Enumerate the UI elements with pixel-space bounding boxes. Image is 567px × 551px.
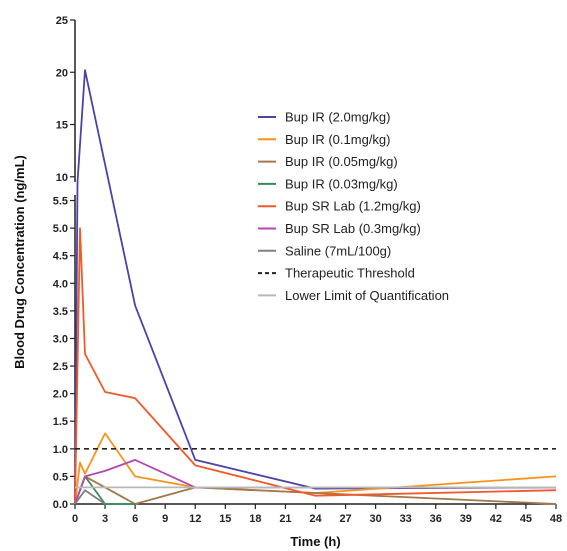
y-tick-label: 3.5 (53, 306, 68, 318)
axes: 0.0 0.5 1.0 1.5 2.0 2.5 3.0 3.5 4.0 4.5 5.0 5.5 10 15… (53, 15, 562, 525)
y-tick-label: 0.5 (53, 471, 68, 483)
x-tick-label: 27 (339, 513, 351, 525)
x-tick-label: 45 (520, 513, 532, 525)
y-tick-label: 5.0 (53, 223, 68, 235)
x-tick-label: 36 (430, 513, 442, 525)
y-tick-label: 5.5 (53, 196, 68, 208)
series-layer (74, 69, 557, 505)
legend-label: Bup IR (0.05mg/kg) (285, 154, 398, 169)
x-tick-label: 15 (219, 513, 231, 525)
x-tick-label: 48 (550, 513, 562, 525)
y-tick-label: 15 (56, 120, 68, 132)
y-tick-label: 4.0 (53, 278, 68, 290)
legend-label: Therapeutic Threshold (285, 266, 415, 281)
legend-label: Bup IR (0.1mg/kg) (285, 132, 391, 147)
legend-label: Bup SR Lab (1.2mg/kg) (285, 199, 421, 214)
legend-label: Bup SR Lab (0.3mg/kg) (285, 221, 421, 236)
y-tick-label: 10 (56, 172, 68, 184)
series-line-0 (74, 69, 557, 505)
x-tick-label: 30 (370, 513, 382, 525)
legend-label: Saline (7mL/100g) (285, 243, 391, 258)
x-tick-label: 39 (460, 513, 472, 525)
y-tick-label: 2.5 (53, 361, 68, 373)
y-tick-label: 2.0 (53, 389, 68, 401)
x-axis-title: Time (h) (290, 534, 340, 549)
legend-label: Bup IR (0.03mg/kg) (285, 176, 398, 191)
legend: Bup IR (2.0mg/kg) Bup IR (0.1mg/kg) Bup IR… (258, 110, 449, 303)
x-tick-label: 21 (279, 513, 291, 525)
x-tick-label: 24 (309, 513, 322, 525)
x-tick-label: 12 (189, 513, 201, 525)
y-tick-label: 20 (56, 67, 68, 79)
legend-label: Bup IR (2.0mg/kg) (285, 110, 391, 125)
y-tick-label: 0.0 (53, 499, 68, 511)
x-tick-label: 6 (132, 513, 138, 525)
y-tick-label: 1.5 (53, 416, 68, 428)
x-tick-label: 33 (400, 513, 412, 525)
x-tick-label: 42 (490, 513, 502, 525)
y-tick-label: 25 (56, 15, 68, 27)
legend-label: Lower Limit of Quantification (285, 288, 449, 303)
x-tick-label: 0 (72, 513, 78, 525)
series-line-4 (74, 227, 557, 505)
y-tick-label: 1.0 (53, 444, 68, 456)
series-line-6 (74, 489, 106, 505)
x-tick-label: 18 (249, 513, 261, 525)
y-tick-label: 4.5 (53, 251, 68, 263)
y-tick-label: 3.0 (53, 333, 68, 345)
y-axis-title: Blood Drug Concentration (ng/mL) (12, 155, 27, 369)
x-tick-label: 9 (162, 513, 168, 525)
x-tick-label: 3 (102, 513, 108, 525)
